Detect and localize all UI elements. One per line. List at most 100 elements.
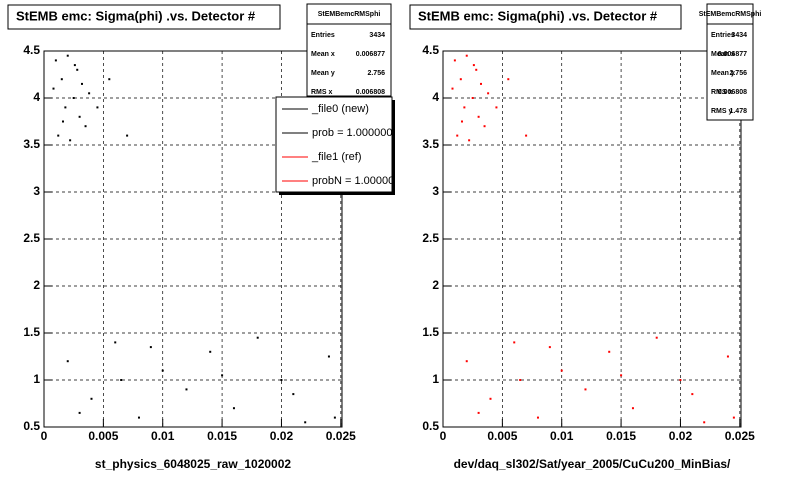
point — [304, 421, 307, 424]
point — [477, 115, 480, 118]
x-tick-label: 0.025 — [326, 429, 356, 443]
stats-value: 2.756 — [367, 70, 385, 77]
y-tick-label: 0.5 — [422, 419, 439, 433]
point — [61, 120, 64, 123]
x-tick-label: 0.015 — [207, 429, 237, 443]
y-tick-label: 2.5 — [422, 231, 439, 245]
point — [69, 139, 72, 142]
point — [655, 336, 658, 339]
point — [52, 87, 55, 90]
stats-box — [706, 3, 754, 121]
legend-label: _file0 (new) — [311, 103, 369, 115]
stats-label: Entries — [311, 32, 335, 39]
point — [471, 97, 474, 99]
x-tick-label: 0 — [440, 429, 447, 443]
stats-value: 0.006877 — [718, 51, 747, 58]
point — [280, 379, 283, 381]
y-tick-label: 1 — [33, 372, 40, 386]
y-tick-label: 2.5 — [23, 231, 40, 245]
point — [161, 369, 164, 372]
point — [548, 346, 551, 349]
point — [108, 78, 111, 81]
point — [631, 407, 634, 410]
point — [66, 54, 69, 57]
point — [209, 350, 212, 353]
point — [608, 350, 611, 353]
point — [78, 411, 81, 414]
point — [691, 393, 694, 396]
point — [149, 346, 152, 349]
y-tick-label: 3 — [432, 184, 439, 198]
chart-title: StEMB emc: Sigma(phi) .vs. Detector # — [418, 8, 658, 23]
point — [456, 134, 459, 137]
point — [57, 134, 60, 137]
legend-label: prob = 1.000000 — [312, 127, 392, 139]
point — [560, 369, 563, 372]
point — [459, 78, 462, 81]
point — [487, 92, 490, 95]
stats-label: Mean y — [311, 70, 335, 77]
x-tick-label: 0 — [41, 429, 48, 443]
x-tick-label: 0.01 — [550, 429, 574, 443]
point — [88, 92, 91, 95]
stats-label: Mean x — [311, 51, 335, 58]
point — [489, 397, 492, 400]
stats-label: Entries — [711, 32, 735, 39]
x-tick-label: 0.025 — [725, 429, 755, 443]
point — [703, 421, 706, 424]
point — [78, 115, 81, 118]
point — [536, 416, 539, 419]
point — [453, 59, 456, 62]
point — [84, 125, 87, 128]
point — [137, 416, 140, 419]
y-tick-label: 4.5 — [23, 43, 40, 57]
point — [96, 106, 99, 109]
stats-value: 3434 — [731, 32, 747, 39]
chart-title: StEMB emc: Sigma(phi) .vs. Detector # — [16, 8, 256, 23]
legend-label: probN = 1.00000 — [312, 175, 394, 187]
point — [256, 336, 259, 339]
stats-label: Mean x — [711, 51, 735, 58]
point — [64, 106, 67, 109]
y-tick-label: 0.5 — [23, 419, 40, 433]
point — [519, 379, 522, 381]
point — [120, 379, 123, 381]
point — [221, 374, 224, 377]
y-tick-label: 1 — [432, 372, 439, 386]
stats-value: 0.006877 — [356, 51, 385, 58]
point — [232, 407, 235, 410]
point — [479, 82, 482, 85]
point — [584, 388, 587, 391]
y-tick-label: 4.5 — [422, 43, 439, 57]
point — [495, 106, 498, 109]
point — [126, 134, 129, 137]
point — [477, 411, 480, 414]
point — [463, 106, 466, 109]
point — [66, 360, 69, 363]
stats-title: StEMBemcRMSphi — [699, 11, 762, 18]
point — [468, 139, 471, 142]
legend-label: _file1 (ref) — [311, 151, 362, 163]
point — [475, 68, 478, 71]
stats-value: 1.478 — [729, 108, 747, 115]
x-tick-label: 0.02 — [669, 429, 693, 443]
point — [525, 134, 528, 137]
point — [483, 125, 486, 128]
point — [472, 64, 475, 67]
point — [460, 120, 463, 123]
stats-box — [306, 3, 392, 97]
x-tick-label: 0.02 — [270, 429, 294, 443]
point — [292, 393, 295, 396]
x-axis-label: dev/daq_sl302/Sat/year_2005/CuCu200_MinB… — [454, 457, 731, 471]
point — [327, 355, 330, 358]
point — [76, 68, 79, 71]
x-tick-label: 0.01 — [151, 429, 175, 443]
y-tick-label: 4 — [432, 90, 439, 104]
x-axis-label: st_physics_6048025_raw_1020002 — [95, 457, 291, 471]
y-tick-label: 2 — [432, 278, 439, 292]
point — [73, 64, 76, 67]
point — [620, 374, 623, 377]
stats-label: RMS x — [711, 89, 733, 96]
y-tick-label: 3.5 — [422, 137, 439, 151]
stats-value: 2.756 — [729, 70, 747, 77]
